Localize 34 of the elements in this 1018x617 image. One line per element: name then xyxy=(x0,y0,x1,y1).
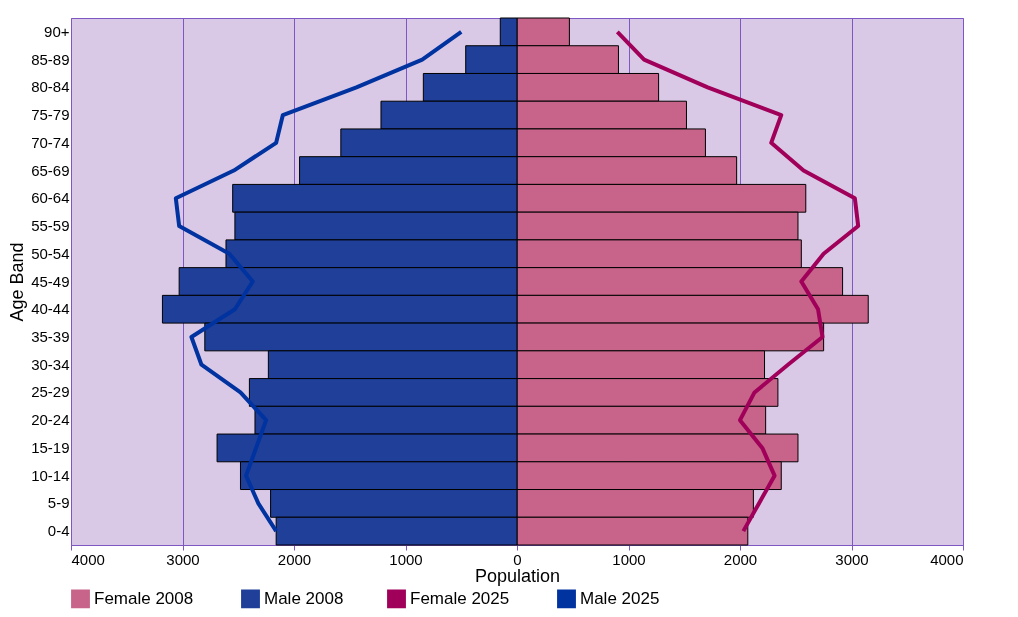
y-tick-label: 0-4 xyxy=(47,522,70,540)
legend-label: Female 2025 xyxy=(410,588,510,608)
y-tick-label: 55-59 xyxy=(31,217,70,235)
y-tick-label: 60-64 xyxy=(31,189,70,207)
x-axis-title: Population xyxy=(474,565,561,586)
x-tick-label: 3000 xyxy=(166,550,200,568)
y-tick-label: 45-49 xyxy=(31,272,70,290)
x-tick-label: 1000 xyxy=(389,550,423,568)
x-tick-label: 4000 xyxy=(71,550,105,568)
y-tick-label: 70-74 xyxy=(31,133,70,151)
y-tick-label: 25-29 xyxy=(31,383,70,401)
y-tick-label: 80-84 xyxy=(31,78,70,96)
x-tick-label: 3000 xyxy=(835,550,869,568)
legend-label: Female 2008 xyxy=(94,588,194,608)
y-tick-label: 10-14 xyxy=(31,466,70,484)
y-tick-label: 85-89 xyxy=(31,50,70,68)
legend-label: Male 2008 xyxy=(264,588,344,608)
y-tick-label: 40-44 xyxy=(31,300,70,318)
legend-label: Male 2025 xyxy=(580,588,660,608)
x-tick-label: 2000 xyxy=(723,550,758,568)
y-tick-label: 75-79 xyxy=(31,106,70,124)
y-tick-label: 65-69 xyxy=(31,161,70,179)
y-axis-title: Age Band xyxy=(7,242,28,322)
x-tick-label: 0 xyxy=(513,550,522,568)
y-tick-label: 20-24 xyxy=(31,411,70,429)
y-tick-label: 35-39 xyxy=(31,327,70,345)
y-tick-label: 30-34 xyxy=(31,355,70,373)
x-tick-label: 1000 xyxy=(612,550,646,568)
x-tick-label: 2000 xyxy=(277,550,312,568)
y-tick-label: 90+ xyxy=(44,22,70,40)
x-tick-label: 4000 xyxy=(930,550,964,568)
y-tick-label: 50-54 xyxy=(31,244,70,262)
y-tick-label: 5-9 xyxy=(47,494,70,512)
y-tick-label: 15-19 xyxy=(31,438,70,456)
